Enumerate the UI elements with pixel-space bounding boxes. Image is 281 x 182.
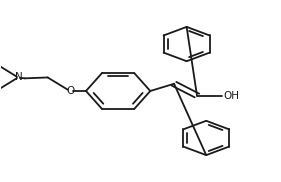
Text: N: N <box>15 72 22 82</box>
Text: OH: OH <box>224 90 239 100</box>
Text: O: O <box>67 86 75 96</box>
